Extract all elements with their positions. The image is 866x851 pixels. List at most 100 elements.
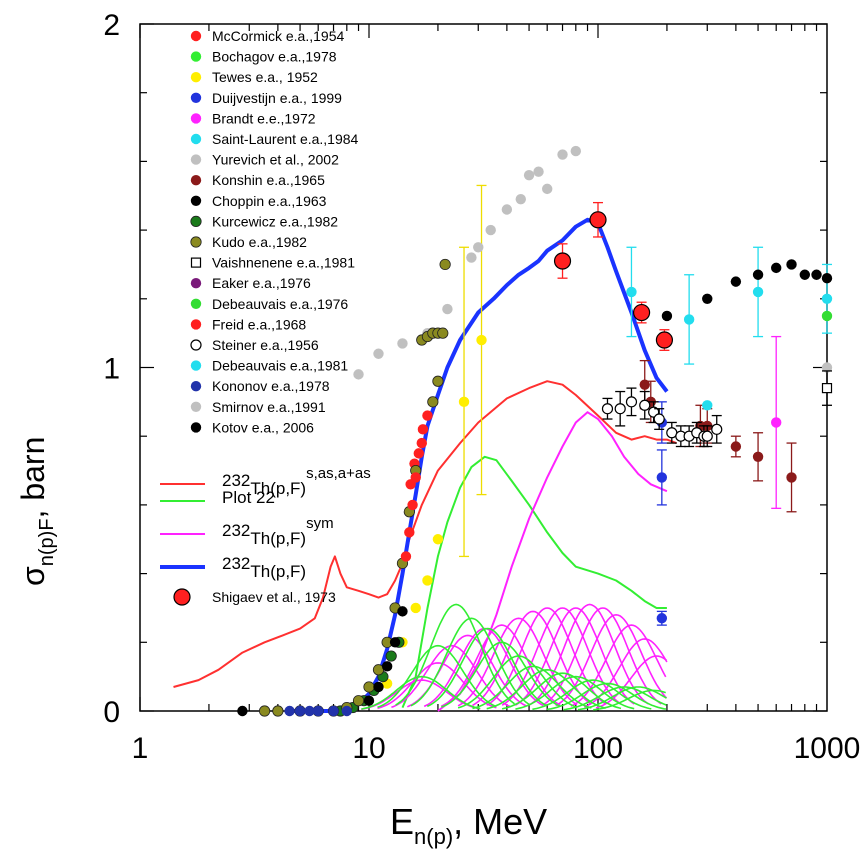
legend-marker [190,113,202,124]
legend-marker [190,175,202,186]
data-point [770,262,782,274]
data-point [304,705,315,717]
y-tick-label: 2 [103,9,120,42]
legend-entry-label: Brandt e.e.,1972 [212,110,316,126]
legend-curve-label: 232Th(p,F)sym [222,515,334,548]
data-point [656,613,668,624]
component-curve-green [441,641,561,708]
legend-entry-label: Yurevich et al., 2002 [212,152,339,168]
data-point [397,338,408,349]
data-point [799,269,811,280]
legend-marker [190,51,202,62]
data-point [432,534,444,545]
y-axis-label: σn(p)F, barn [15,437,58,586]
data-point [458,396,470,408]
legend-entry-label: Kononov e.a.,1978 [212,378,330,394]
data-point [639,379,650,390]
data-point [294,705,306,717]
legend-entry-label: Steiner e.a.,1956 [212,337,319,353]
data-point [373,348,384,359]
data-point [353,369,364,380]
data-point [632,303,651,322]
component-curve-green [486,668,606,710]
component-curve-magenta [377,662,497,710]
data-point [752,286,764,298]
curve [401,455,667,708]
x-tick-label: 1 [132,732,149,765]
data-point [466,252,477,263]
component-curve-magenta [501,607,622,706]
data-point [625,396,638,408]
legend-curve-label: 232Th(p,F)s,as,a+as [222,465,371,498]
legend: McCormick e.a.,1954 Bochagov e.a.,1978 Tew… [160,28,371,606]
legend-curve-label: Plot 22 [222,488,275,507]
data-point [476,334,487,346]
legend-marker [190,422,202,433]
data-point [328,705,339,717]
data-point [404,527,415,538]
data-point [385,650,397,662]
legend-marker [190,401,202,412]
data-point [821,293,833,304]
legend-curve-label: 232Th(p,F) [222,554,306,581]
legend-marker [190,133,202,145]
component-curve-green [546,682,667,711]
component-curve-green [501,672,622,710]
data-point [770,417,782,428]
data-point [407,499,418,511]
data-point [752,269,764,280]
data-point [752,451,764,463]
legend-marker [190,215,202,227]
data-point [341,705,353,717]
component-curve-magenta [541,607,662,706]
legend-entry-label: Eaker e.a.,1976 [212,275,311,291]
component-curve-green [563,686,667,711]
data-point [485,224,496,236]
component-curve-magenta [472,610,592,707]
legend-entry-label: Debeauvais e.a.,1981 [212,358,348,374]
data-point [427,396,439,408]
component-curve-magenta [570,624,667,707]
component-curves [361,603,668,711]
data-point [272,705,284,717]
x-axis-label: En(p), MeV [390,801,547,849]
legend-entry-label: Kurcewicz e.a.,1982 [212,213,338,229]
legend-marker [190,298,202,309]
data-point [821,272,833,284]
component-curve-green [377,644,497,709]
data-point [352,695,365,707]
legend-entry-label: Shigaev et al., 1973 [212,589,336,605]
legend-entry-label: McCormick e.a.,1954 [212,28,344,44]
legend-entry-label: Freid e.a.,1968 [212,316,306,332]
data-point [821,310,833,322]
data-point [701,430,713,442]
component-curve-green [472,665,592,710]
data-point [410,602,421,614]
data-point [284,705,295,717]
component-curve-green [532,679,652,711]
y-tick-label: 1 [103,353,120,386]
legend-marker [190,360,202,371]
data-point [417,424,429,435]
data-point [541,183,553,195]
data-point [439,258,451,271]
data-point [661,310,673,322]
data-point [683,314,695,325]
data-point [601,403,614,415]
data-point [702,400,713,411]
legend-marker [190,236,202,248]
data-point [533,166,544,177]
data-point [473,242,484,253]
data-point [811,269,822,280]
data-point [821,383,833,394]
legend-entry-label: Choppin e.a.,1963 [212,193,327,209]
legend-marker [190,92,202,104]
legend-entry-label: Smirnov e.a.,1991 [212,399,326,415]
legend-marker [190,257,202,268]
component-curve-green [515,675,635,710]
component-curve-green [361,675,481,710]
data-point [570,145,582,157]
legend-entry-label: Kudo e.a.,1982 [212,234,307,250]
data-point [655,331,674,349]
